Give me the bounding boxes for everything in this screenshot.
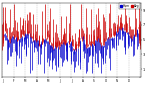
Legend: Hum, Avg: Hum, Avg <box>119 3 140 9</box>
